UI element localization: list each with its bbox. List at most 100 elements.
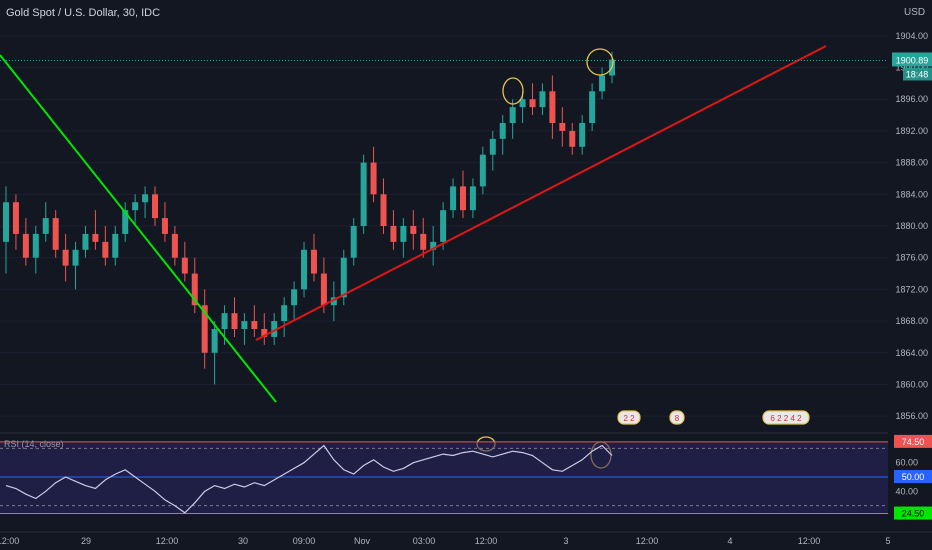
countdown-value: 18:48 [906, 69, 929, 79]
marker-circle [502, 77, 524, 105]
rsi-tick: 60.00 [895, 458, 918, 468]
candle-body [350, 226, 357, 258]
candle-body [459, 186, 466, 211]
candle-body [430, 241, 437, 250]
event-badge-text: 8 [675, 414, 680, 423]
rsi-level-tag [894, 470, 932, 483]
candle-body [62, 249, 69, 266]
candle-body [32, 233, 39, 258]
candle-body [42, 218, 49, 234]
candle-body [102, 241, 109, 258]
candle-body [241, 321, 248, 329]
candle-body [132, 202, 139, 211]
rsi-level-tag [894, 434, 932, 448]
candle-body [360, 162, 367, 226]
time-label: 4 [727, 536, 732, 546]
price-tick: 1860.00 [895, 379, 928, 389]
candle-body [400, 226, 407, 242]
event-badge [669, 410, 685, 425]
candle-body [330, 297, 337, 306]
price-tick: 1864.00 [895, 348, 928, 358]
candle-body [72, 249, 79, 266]
candle-body [519, 99, 526, 108]
time-label: 12:00 [636, 536, 659, 546]
rsi-label[interactable]: RSI (14, close) [4, 439, 64, 449]
candle-body [221, 313, 228, 329]
time-label: 12:00 [156, 536, 179, 546]
trendlines[interactable] [0, 45, 888, 403]
candle-body [201, 305, 208, 353]
price-tick: 1876.00 [895, 253, 928, 263]
candle-body [469, 186, 476, 211]
rsi-panel [0, 432, 932, 515]
candle-body [589, 91, 596, 123]
last-price-value: 1900.89 [896, 55, 929, 65]
time-label: 12:00 [475, 536, 498, 546]
candle-body [22, 233, 29, 258]
price-tick: 1888.00 [895, 158, 928, 168]
price-tick: 1868.00 [895, 316, 928, 326]
candle-body [291, 289, 298, 306]
event-badges[interactable]: 2 2 8 6 2 2 4 2 [617, 410, 810, 425]
candle-body [340, 257, 347, 298]
downtrend-line [0, 54, 277, 403]
candle-body [440, 210, 447, 242]
candle-body [281, 305, 288, 322]
price-axis[interactable]: 1904.001900.001896.001892.001888.001884.… [888, 0, 932, 532]
time-axis[interactable]: 12:00 29 12:00 30 09:00 Nov 03:00 12:00 3 12:00 4 1… [0, 531, 932, 546]
price-tick: 1904.00 [895, 31, 928, 41]
time-label: 29 [81, 536, 91, 546]
time-label: 12:00 [798, 536, 821, 546]
candles [3, 51, 615, 385]
candle-body [181, 257, 188, 274]
candle-body [92, 233, 99, 242]
rsi-tick: 40.00 [895, 486, 918, 496]
time-label: 3 [563, 536, 568, 546]
rsi-band [0, 441, 888, 514]
candle-body [599, 75, 606, 92]
candle-body [122, 210, 129, 234]
candle-body [479, 154, 486, 187]
candle-body [569, 130, 576, 147]
candle-body [261, 329, 268, 337]
candle-body [559, 123, 566, 131]
rsi-level-value: 74.50 [902, 437, 925, 447]
event-badge [617, 410, 641, 425]
candle-body [529, 99, 536, 108]
candle-body [380, 194, 387, 226]
price-tick: 1892.00 [895, 126, 928, 136]
candle-body [161, 218, 168, 234]
time-label: 09:00 [293, 536, 316, 546]
candle-body [231, 313, 238, 329]
candle-body [450, 186, 457, 211]
rsi-level-tag [894, 506, 932, 520]
candle-body [489, 138, 496, 155]
price-tick: 1896.00 [895, 94, 928, 104]
price-tick: 1880.00 [895, 221, 928, 231]
price-tick: 1884.00 [895, 189, 928, 199]
uptrend-line [255, 45, 827, 341]
candle-body [191, 273, 198, 306]
candle-body [112, 233, 119, 258]
rsi-level-value: 24.50 [902, 509, 925, 519]
candle-body [370, 162, 377, 195]
rsi-level-value: 50.00 [902, 472, 925, 482]
time-label: 12:00 [0, 536, 19, 546]
candle-body [549, 91, 556, 123]
candle-body [12, 202, 19, 234]
marker-circle [586, 48, 614, 76]
candle-body [390, 226, 397, 242]
candle-body [251, 321, 258, 329]
candle-body [539, 91, 546, 108]
countdown-tag [903, 67, 932, 81]
price-tick: 1856.00 [895, 411, 928, 421]
candle-body [420, 233, 427, 250]
event-badge-text: 2 2 [623, 414, 635, 423]
candle-body [499, 123, 506, 139]
candle-body [3, 202, 9, 242]
candle-body [579, 123, 586, 147]
event-badge-text: 6 2 2 4 2 [770, 414, 802, 423]
candle-body [310, 249, 317, 274]
candle-body [82, 233, 89, 250]
